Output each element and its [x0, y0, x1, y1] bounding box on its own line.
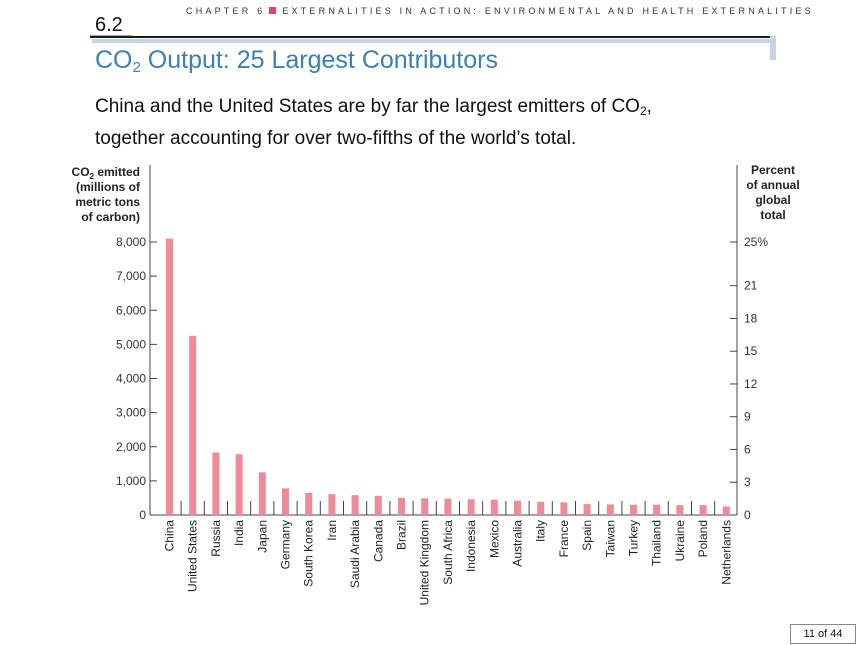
- bar-japan: [258, 472, 266, 515]
- title-suffix: Output: 25 Largest Contributors: [140, 46, 498, 74]
- bar-india: [235, 454, 243, 515]
- x-category-label: Mexico: [487, 520, 501, 558]
- bar-germany: [282, 488, 289, 515]
- x-category-label: Spain: [580, 520, 594, 551]
- x-category-label: South Korea: [302, 520, 316, 587]
- chapter-label: CHAPTER 6: [186, 6, 266, 16]
- slide-title: CO2 Output: 25 Largest Contributors: [95, 46, 498, 76]
- y-left-axis-label-line: (millions of: [76, 180, 141, 194]
- subtitle-line-2: together accounting for over two-fifths …: [95, 128, 577, 149]
- emissions-bar-chart: 0 1,000 2,000 3,000 4,000 5,000 6,000 7,000 8,00…: [72, 163, 800, 605]
- y-right-tick-label: 3: [744, 475, 751, 489]
- bar-brazil: [398, 497, 405, 515]
- x-category-label: Japan: [255, 520, 269, 553]
- x-category-label: Brazil: [395, 520, 409, 550]
- bar-ukraine: [676, 505, 684, 515]
- y-left-tick-label: 6,000: [116, 303, 146, 317]
- bar-south-korea: [305, 492, 313, 515]
- y-right-axis-label-line: Percent: [751, 163, 795, 177]
- y-left-tick-label: 3,000: [116, 406, 146, 420]
- y-left-tick-label: 2,000: [116, 440, 146, 454]
- bar-spain: [583, 504, 591, 515]
- x-category-label: India: [232, 520, 246, 546]
- header-rule: [90, 36, 775, 38]
- bar-indonesia: [467, 499, 475, 515]
- title-subscript: 2: [132, 59, 141, 76]
- header-square-icon: [269, 7, 277, 14]
- bar-australia: [514, 500, 521, 515]
- y-right-axis-label-line: of annual: [746, 178, 799, 192]
- y-left-tick-label: 0: [139, 508, 146, 522]
- y-right-tick-label: 25%: [744, 235, 768, 249]
- y-left-tick-label: 5,000: [116, 337, 146, 351]
- bar-russia: [212, 452, 220, 515]
- bar-turkey: [630, 504, 637, 515]
- header-rule-shadow: [92, 39, 775, 43]
- slide-subtitle: China and the United States are by far t…: [95, 93, 652, 153]
- section-number: 6.2: [95, 14, 123, 36]
- bar-france: [560, 502, 568, 515]
- bar-netherlands: [722, 506, 730, 515]
- page-indicator: 11 of 44: [790, 624, 856, 644]
- y-right-tick-label: 21: [744, 279, 758, 293]
- chapter-header: CHAPTER 6 EXTERNALITIES IN ACTION: ENVIRO…: [186, 6, 814, 16]
- bar-united-kingdom: [421, 498, 429, 515]
- x-category-label: Saudi Arabia: [348, 520, 362, 588]
- bar-mexico: [490, 499, 498, 515]
- y-right-tick-label: 6: [744, 442, 751, 456]
- x-category-label: Netherlands: [719, 520, 733, 585]
- x-category-label: Australia: [511, 520, 525, 567]
- y-left-axis-label-line: CO2 emitted: [72, 165, 140, 181]
- x-category-label: Ukraine: [673, 520, 687, 562]
- bar-iran: [328, 494, 336, 515]
- x-category-label: Taiwan: [603, 520, 617, 557]
- y-right-axis-label-line: total: [760, 208, 785, 222]
- x-category-label: Russia: [209, 520, 223, 557]
- bar-south-africa: [444, 498, 452, 515]
- bar-saudi-arabia: [351, 495, 359, 515]
- x-category-label: Germany: [279, 520, 293, 569]
- bar-china: [166, 238, 173, 515]
- bar-thailand: [653, 504, 661, 515]
- bar-taiwan: [606, 504, 614, 515]
- x-category-label: Indonesia: [464, 520, 478, 572]
- y-left-tick-label: 7,000: [116, 269, 146, 283]
- y-right-tick-label: 12: [744, 377, 758, 391]
- y-left-axis-label-line: metric tons: [75, 195, 140, 209]
- y-right-tick-label: 15: [744, 344, 758, 358]
- y-left-axis-label-line: of carbon): [81, 210, 140, 224]
- subtitle-line-1: China and the United States are by far t…: [95, 96, 652, 118]
- y-right-axis-label-line: global: [755, 193, 790, 207]
- x-category-label: United Kingdom: [418, 520, 432, 605]
- bar-united-states: [189, 335, 197, 515]
- bar-canada: [374, 495, 382, 515]
- x-category-label: Italy: [534, 520, 548, 542]
- x-category-label: China: [163, 520, 177, 552]
- x-category-label: Poland: [696, 520, 710, 557]
- header-rule-corner: [770, 36, 776, 60]
- y-right-tick-label: 18: [744, 311, 758, 325]
- x-category-label: South Africa: [441, 520, 455, 585]
- y-left-tick-label: 1,000: [116, 474, 146, 488]
- bar-poland: [699, 505, 707, 515]
- y-left-tick-label: 4,000: [116, 372, 146, 386]
- x-category-label: Canada: [371, 520, 385, 562]
- x-category-label: Iran: [325, 520, 339, 541]
- chapter-title: EXTERNALITIES IN ACTION: ENVIRONMENTAL A…: [282, 6, 814, 16]
- x-category-label: Turkey: [627, 520, 641, 556]
- x-category-label: France: [557, 520, 571, 558]
- title-prefix: CO: [95, 46, 133, 74]
- x-category-label: Thailand: [650, 520, 664, 566]
- y-right-tick-label: 9: [744, 410, 751, 424]
- y-left-tick-label: 8,000: [116, 235, 146, 249]
- x-category-label: United States: [186, 520, 200, 592]
- bar-italy: [537, 501, 545, 515]
- y-right-tick-label: 0: [744, 508, 751, 522]
